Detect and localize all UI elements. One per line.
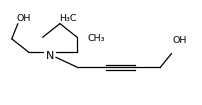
Text: N: N xyxy=(45,51,54,61)
Text: CH₃: CH₃ xyxy=(87,34,104,43)
Text: OH: OH xyxy=(172,36,186,45)
Text: H₃C: H₃C xyxy=(59,14,76,23)
Text: OH: OH xyxy=(16,14,30,23)
